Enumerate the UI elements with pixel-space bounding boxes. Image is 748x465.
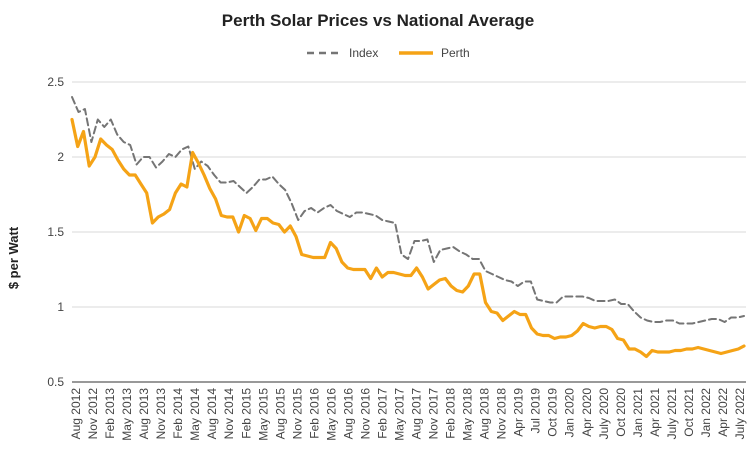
x-tick-label: Jan 2022: [699, 388, 713, 438]
y-tick-label: 2.5: [47, 75, 64, 89]
x-tick-label: Apr 2019: [512, 388, 526, 437]
y-tick-label: 1: [57, 300, 64, 314]
x-tick-label: Aug 2015: [273, 388, 287, 440]
x-tick-label: Feb 2016: [307, 388, 321, 439]
legend: Index Perth: [307, 46, 470, 60]
x-tick-label: Apr 2022: [716, 388, 730, 437]
x-tick-label: July 2020: [597, 388, 611, 440]
x-tick-label: Aug 2016: [341, 388, 355, 440]
x-tick-label: Aug 2018: [478, 388, 492, 440]
x-tick-label: Oct 2019: [546, 388, 560, 437]
x-tick-label: May 2013: [120, 388, 134, 441]
y-axis-label: $ per Watt: [6, 226, 21, 289]
x-tick-label: Feb 2014: [171, 388, 185, 439]
x-tick-label: Nov 2015: [290, 388, 304, 440]
x-tick-label: Nov 2018: [495, 388, 509, 440]
x-tick-label: May 2015: [256, 388, 270, 441]
x-tick-label: July 2021: [665, 388, 679, 440]
series-line-perth: [70, 117, 746, 359]
legend-label-perth: Perth: [441, 46, 470, 60]
series-lines: [70, 96, 746, 359]
x-tick-label: May 2017: [392, 388, 406, 441]
x-tick-label: Feb 2013: [103, 388, 117, 439]
x-tick-label: July 2022: [733, 388, 747, 440]
x-tick-label: Oct 2020: [614, 388, 628, 437]
gridlines: [72, 81, 746, 383]
x-tick-label: Apr 2021: [648, 388, 662, 437]
series-line-index: [71, 96, 745, 325]
x-tick-label: Feb 2017: [375, 388, 389, 439]
x-tick-label: Nov 2017: [427, 388, 441, 440]
x-tick-label: Aug 2014: [205, 388, 219, 440]
y-tick-label: 2: [57, 150, 64, 164]
x-tick-label: Aug 2013: [137, 388, 151, 440]
x-tick-label: Feb 2018: [444, 388, 458, 439]
x-tick-label: Nov 2012: [86, 388, 100, 440]
x-tick-label: Jan 2021: [631, 388, 645, 438]
x-tick-label: Nov 2014: [222, 388, 236, 440]
y-tick-label: 0.5: [47, 375, 64, 389]
x-tick-label: May 2016: [324, 388, 338, 441]
x-tick-label: Nov 2016: [358, 388, 372, 440]
x-tick-label: Oct 2021: [682, 388, 696, 437]
x-axis-ticks: Aug 2012 Nov 2012 Feb 2013 May 2013 Aug 2013…: [69, 388, 747, 441]
x-tick-label: Nov 2013: [154, 388, 168, 440]
x-tick-label: Apr 2020: [580, 388, 594, 437]
y-tick-label: 1.5: [47, 225, 64, 239]
x-tick-label: Aug 2017: [410, 388, 424, 440]
y-axis-ticks: 0.5 1 1.5 2 2.5: [47, 75, 64, 389]
chart-title: Perth Solar Prices vs National Average: [222, 11, 534, 30]
x-tick-label: Jan 2020: [563, 388, 577, 438]
x-tick-label: Aug 2012: [69, 388, 83, 440]
legend-label-index: Index: [349, 46, 378, 60]
x-tick-label: Feb 2015: [239, 388, 253, 439]
x-tick-label: May 2018: [461, 388, 475, 441]
x-tick-label: May 2014: [188, 388, 202, 441]
x-tick-label: Jul 2019: [529, 388, 543, 434]
